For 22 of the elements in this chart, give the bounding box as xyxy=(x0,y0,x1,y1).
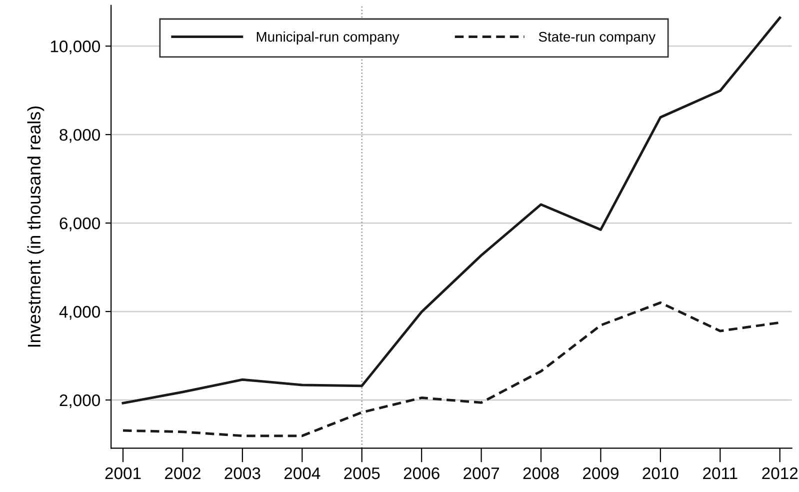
x-tick-label: 2008 xyxy=(523,467,559,480)
legend-label: Municipal-run company xyxy=(256,32,400,44)
x-tick-label: 2001 xyxy=(105,467,141,480)
x-tick-label: 2007 xyxy=(464,467,499,480)
x-tick-label: 2005 xyxy=(344,467,380,480)
x-tick-label: 2010 xyxy=(642,467,678,480)
x-tick-label: 2002 xyxy=(165,467,200,480)
y-tick-label: 2,000 xyxy=(60,394,100,408)
x-tick-label: 2003 xyxy=(224,467,260,480)
y-axis-title: Investment (in thousand reals) xyxy=(27,106,44,347)
y-tick-label: 8,000 xyxy=(60,128,100,143)
y-tick-label: 10,000 xyxy=(50,40,100,54)
x-tick-label: 2009 xyxy=(583,467,618,480)
x-tick-label: 2006 xyxy=(404,467,440,480)
line-series xyxy=(122,16,782,404)
y-tick-label: 4,000 xyxy=(59,306,100,320)
line-series xyxy=(122,301,782,438)
legend-label: State-run company xyxy=(538,32,656,44)
x-tick-label: 2011 xyxy=(703,467,738,480)
x-tick-label: 2004 xyxy=(284,467,320,480)
y-tick-label: 6,000 xyxy=(60,217,100,232)
x-tick-label: 2012 xyxy=(762,467,798,480)
